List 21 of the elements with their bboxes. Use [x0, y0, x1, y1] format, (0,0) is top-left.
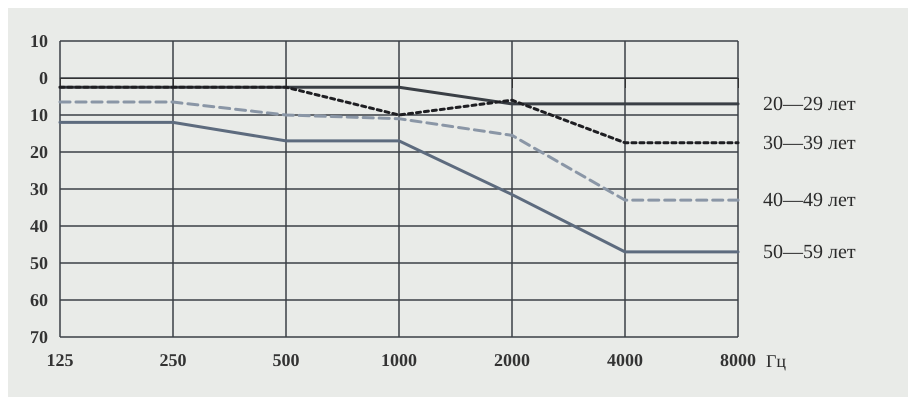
x-tick-label: 2000 [494, 350, 530, 370]
y-tick-label: 0 [39, 68, 48, 88]
y-tick-label: 30 [30, 179, 48, 199]
x-tick-label: 8000 [720, 350, 756, 370]
y-tick-label: 20 [30, 142, 48, 162]
x-tick-label: 500 [272, 350, 300, 370]
series-label: 50—59 лет [763, 240, 856, 263]
series-label: 40—49 лет [763, 189, 856, 212]
x-tick-label: 125 [46, 350, 74, 370]
y-tick-label: 60 [30, 290, 48, 310]
series-label: 20—29 лет [763, 92, 856, 115]
y-tick-label: 50 [30, 253, 48, 273]
x-tick-label: 4000 [607, 350, 643, 370]
x-tick-label: 1000 [381, 350, 417, 370]
series-label: 30—39 лет [763, 132, 856, 154]
x-axis-title: Гц [766, 351, 786, 371]
y-tick-label: 40 [30, 216, 48, 236]
y-tick-label: 10 [30, 31, 48, 51]
y-tick-label: 10 [30, 105, 48, 125]
x-tick-label: 250 [160, 350, 186, 370]
y-tick-label: 70 [30, 327, 48, 347]
